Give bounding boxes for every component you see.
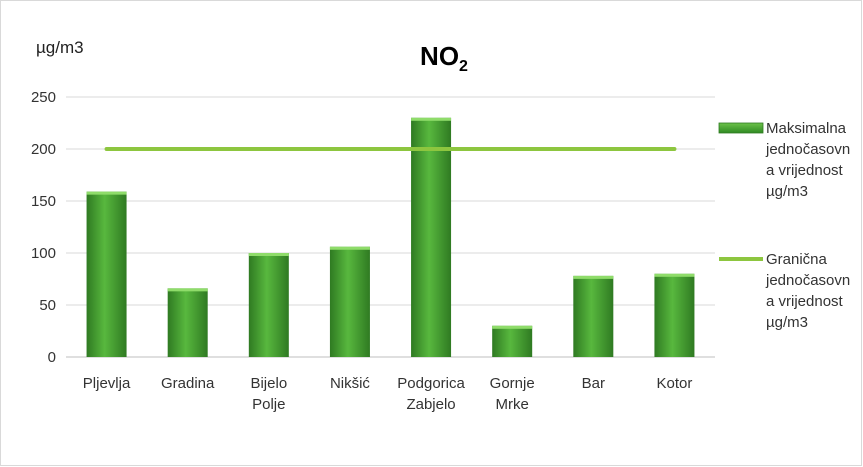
legend-label-bar: Maksimalna jednočasovn a vrijednost µg/m3 xyxy=(765,120,850,200)
x-tick-label: Kotor xyxy=(657,375,693,392)
bar xyxy=(167,288,208,357)
bar-top-highlight xyxy=(86,191,127,195)
bar xyxy=(329,246,370,357)
y-tick-label: 50 xyxy=(39,297,56,314)
bar xyxy=(654,273,695,357)
x-tick-label: Bar xyxy=(582,375,605,392)
bar-top-highlight xyxy=(492,325,533,329)
bar xyxy=(248,253,289,357)
bar xyxy=(573,275,614,357)
x-tick-label: Pljevlja xyxy=(83,375,131,392)
x-tick-label: Podgorica Zabjelo xyxy=(397,375,465,413)
bar-top-highlight xyxy=(573,275,614,279)
bar xyxy=(411,117,452,357)
legend: Maksimalna jednočasovn a vrijednost µg/m3 Gr… xyxy=(718,120,850,331)
x-tick-label: Gradina xyxy=(161,375,215,392)
bar-top-highlight xyxy=(167,288,208,292)
legend-item-line: Granična jednočasovn a vrijednost µg/m3 xyxy=(719,251,850,331)
y-tick-label: 0 xyxy=(48,349,56,366)
bar xyxy=(86,191,127,357)
bar-top-highlight xyxy=(329,246,370,250)
bar-body xyxy=(492,325,533,357)
y-tick-label: 100 xyxy=(31,245,56,262)
bar-body xyxy=(86,191,127,357)
bar-top-highlight xyxy=(248,253,289,256)
x-tick-label: Nikšić xyxy=(330,375,370,392)
legend-bar-swatch xyxy=(718,122,764,134)
bar-body xyxy=(573,275,614,357)
x-axis: Pljevlja Gradina Bijelo Polje Nikšić Podgoric… xyxy=(83,375,693,413)
title-layer: NO2 xyxy=(420,41,468,75)
y-tick-label: 250 xyxy=(31,89,56,106)
bar xyxy=(492,325,533,357)
bar-body xyxy=(329,246,370,357)
gridlines xyxy=(66,96,715,358)
bar-body xyxy=(411,117,452,357)
y-axis-unit: µg/m3 xyxy=(36,38,84,57)
bar-top-highlight xyxy=(411,117,452,121)
legend-item-bar: Maksimalna jednočasovn a vrijednost µg/m3 xyxy=(718,120,850,200)
x-tick-label: Bijelo Polje xyxy=(250,375,287,413)
y-axis: 0 50 100 150 200 250 µg/m3 xyxy=(31,38,84,366)
x-tick-label: Gornje Mrke xyxy=(490,375,535,413)
bar-body xyxy=(167,288,208,357)
chart-title-subscript: 2 xyxy=(459,58,468,75)
chart-title: NO2 xyxy=(420,41,468,75)
bars xyxy=(86,117,695,357)
y-tick-label: 150 xyxy=(31,193,56,210)
chart-title-main: NO xyxy=(420,41,459,71)
legend-label-line: Granična jednočasovn a vrijednost µg/m3 xyxy=(765,251,850,331)
y-tick-label: 200 xyxy=(31,141,56,158)
bar-top-highlight xyxy=(654,273,695,277)
bar-body xyxy=(654,273,695,357)
bar-body xyxy=(248,253,289,357)
